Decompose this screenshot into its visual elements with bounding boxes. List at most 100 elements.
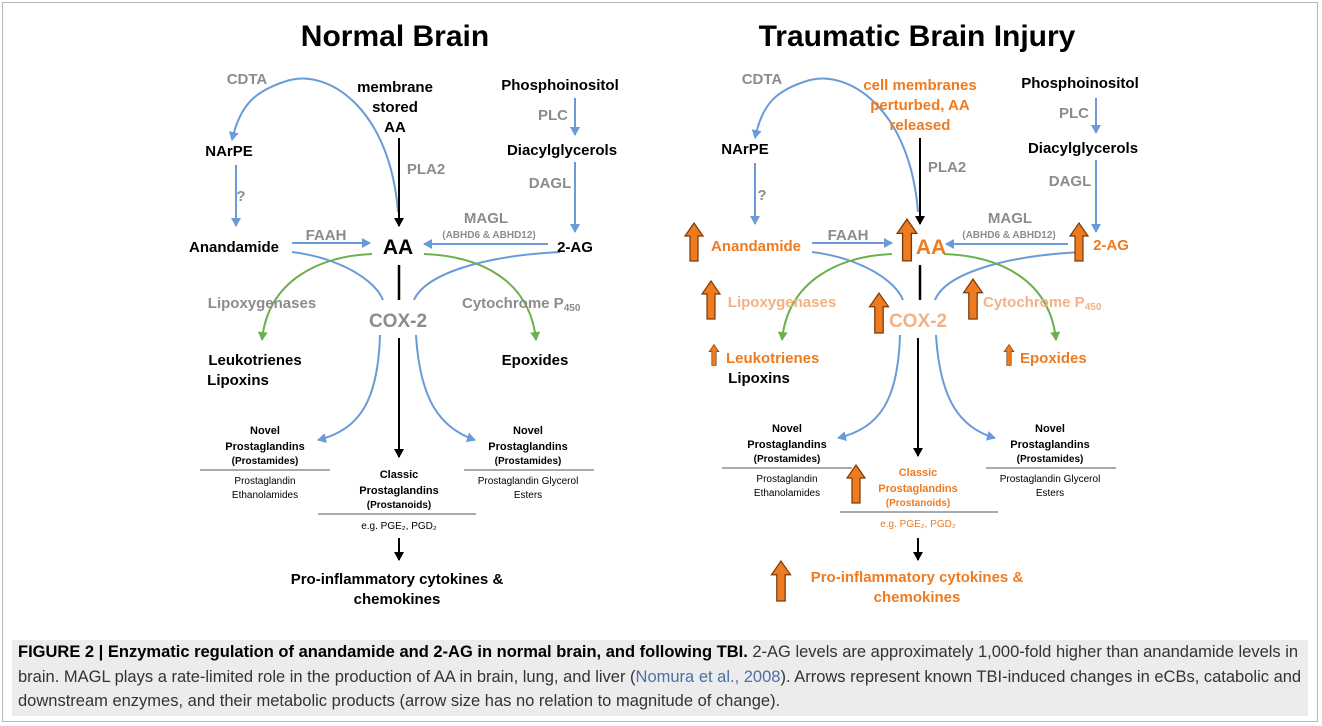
line-2ag-to-cox2 <box>413 251 561 301</box>
tbi-line-anandamide-to-cox2 <box>811 251 904 301</box>
panel-title-normal: Normal Brain <box>301 20 489 53</box>
up-arrow-lipoxygenases-icon <box>701 280 721 320</box>
line-anandamide-to-cox2 <box>291 251 384 301</box>
label-lipoxygenases: Lipoxygenases <box>208 295 316 312</box>
label-membrane-1: membrane <box>357 79 433 96</box>
novel-left-3: (Prostamides) <box>232 456 299 467</box>
panel-tbi: Traumatic Brain Injury <box>684 20 1139 606</box>
figure-caption: FIGURE 2 | Enzymatic regulation of anand… <box>12 640 1308 716</box>
tbi-label-cytochrome-sub: 450 <box>1085 302 1102 313</box>
label-leukotrienes: Leukotrienes <box>208 352 301 369</box>
novel-right-sub-1: Prostaglandin Glycerol <box>478 476 579 487</box>
novel-right-1: Novel <box>513 425 543 437</box>
up-arrow-2ag-icon <box>1069 222 1089 262</box>
novel-right-2: Prostaglandins <box>488 441 567 453</box>
caption-text-2: ). Arrows represent known TBI-induced ch… <box>18 667 1302 711</box>
label-cytochrome-main: Cytochrome P <box>462 295 564 312</box>
tbi-arrow-aa-to-narpe <box>751 77 919 213</box>
tbi-label-question: ? <box>757 187 766 204</box>
caption-text-1: 2-AG levels are approximately 1,000-fold… <box>18 643 1299 686</box>
label-anandamide: Anandamide <box>189 239 279 256</box>
tbi-label-membrane-2: perturbed, AA <box>870 97 970 114</box>
tbi-label-diacylglycerols: Diacylglycerols <box>1028 140 1138 157</box>
label-question: ? <box>236 188 245 205</box>
tbi-line-2ag-to-cox2 <box>934 251 1083 301</box>
arrow-aa-to-narpe <box>228 77 399 213</box>
tbi-classic-sub: e.g. PGE₂, PGD₂ <box>880 519 956 530</box>
tbi-label-dagl: DAGL <box>1049 173 1092 190</box>
tbi-label-cdta: CDTA <box>742 71 783 88</box>
label-magl-sub: (ABHD6 & ABHD12) <box>442 230 536 241</box>
label-cytochrome-sub: 450 <box>564 303 581 314</box>
tbi-novel-left-1: Novel <box>772 423 802 435</box>
arrow-to-novel-right <box>415 334 476 443</box>
tbi-novel-right-sub-2: Esters <box>1036 488 1064 499</box>
up-arrow-leukotrienes-icon <box>708 344 720 366</box>
label-lipoxins: Lipoxins <box>207 372 269 389</box>
label-2ag: 2-AG <box>557 239 593 256</box>
tbi-novel-left-sub-2: Ethanolamides <box>754 488 820 499</box>
tbi-label-faah: FAAH <box>828 227 869 244</box>
classic-3: (Prostanoids) <box>367 500 431 511</box>
tbi-novel-left-sub-1: Prostaglandin <box>756 474 817 485</box>
label-diacylglycerols: Diacylglycerols <box>507 142 617 159</box>
up-arrow-cytochrome-icon <box>962 278 984 320</box>
tbi-label-plc: PLC <box>1059 105 1089 122</box>
tbi-classic-3: (Prostanoids) <box>886 498 950 509</box>
up-arrow-aa-icon <box>896 218 918 262</box>
tbi-label-aa: AA <box>916 236 946 259</box>
tbi-label-membrane-1: cell membranes <box>863 77 976 94</box>
tbi-novel-left-3: (Prostamides) <box>754 454 821 465</box>
tbi-label-2ag: 2-AG <box>1093 237 1129 254</box>
tbi-novel-right-1: Novel <box>1035 423 1065 435</box>
tbi-label-cox2: COX-2 <box>889 311 947 332</box>
caption-label: FIGURE 2 | <box>18 643 104 661</box>
up-arrow-cytokines-icon <box>770 560 792 602</box>
label-membrane-3: AA <box>384 119 406 136</box>
novel-right-3: (Prostamides) <box>495 456 562 467</box>
label-aa: AA <box>383 236 413 259</box>
tbi-classic-1: Classic <box>899 467 938 479</box>
arrow-cytochrome <box>423 253 541 341</box>
caption-title: Enzymatic regulation of anandamide and 2… <box>107 643 748 661</box>
cytokines-1: Pro-inflammatory cytokines & <box>291 571 504 588</box>
tbi-arrow-to-novel-left <box>837 334 901 442</box>
novel-left-sub-2: Ethanolamides <box>232 490 298 501</box>
tbi-label-magl: MAGL <box>988 210 1032 227</box>
novel-left-1: Novel <box>250 425 280 437</box>
up-arrow-epoxides-icon <box>1003 344 1015 366</box>
classic-2: Prostaglandins <box>359 485 438 497</box>
label-pla2: PLA2 <box>407 161 445 178</box>
label-magl: MAGL <box>464 210 508 227</box>
up-arrow-anandamide-icon <box>684 222 704 262</box>
tbi-label-leukotrienes: Leukotrienes <box>726 350 819 367</box>
label-plc: PLC <box>538 107 568 124</box>
label-cox2: COX-2 <box>369 311 427 332</box>
tbi-label-lipoxygenases: Lipoxygenases <box>728 294 836 311</box>
tbi-label-membrane-3: released <box>890 117 951 134</box>
tbi-novel-right-sub-1: Prostaglandin Glycerol <box>1000 474 1101 485</box>
label-epoxides: Epoxides <box>502 352 569 369</box>
tbi-label-narpe: NArPE <box>721 141 769 158</box>
caption-reference-link[interactable]: Nomura et al., 2008 <box>635 667 781 686</box>
tbi-label-anandamide: Anandamide <box>711 238 801 255</box>
label-narpe: NArPE <box>205 143 253 160</box>
classic-1: Classic <box>380 469 419 481</box>
tbi-label-magl-sub: (ABHD6 & ABHD12) <box>962 230 1056 241</box>
tbi-label-phosphoinositol: Phosphoinositol <box>1021 75 1139 92</box>
tbi-classic-2: Prostaglandins <box>878 483 957 495</box>
classic-sub: e.g. PGE₂, PGD₂ <box>361 521 437 532</box>
panel-normal-brain: Normal Brain CDTA membrane stored <box>189 20 619 608</box>
tbi-cytokines-1: Pro-inflammatory cytokines & <box>811 569 1024 586</box>
label-membrane-2: stored <box>372 99 418 116</box>
label-dagl: DAGL <box>529 175 572 192</box>
label-phosphoinositol: Phosphoinositol <box>501 77 619 94</box>
tbi-arrow-cytochrome <box>943 253 1061 341</box>
up-arrow-cox2-icon <box>868 292 890 334</box>
novel-left-2: Prostaglandins <box>225 441 304 453</box>
tbi-novel-left-2: Prostaglandins <box>747 439 826 451</box>
novel-left-sub-1: Prostaglandin <box>234 476 295 487</box>
arrow-lipoxygenases <box>257 253 373 341</box>
